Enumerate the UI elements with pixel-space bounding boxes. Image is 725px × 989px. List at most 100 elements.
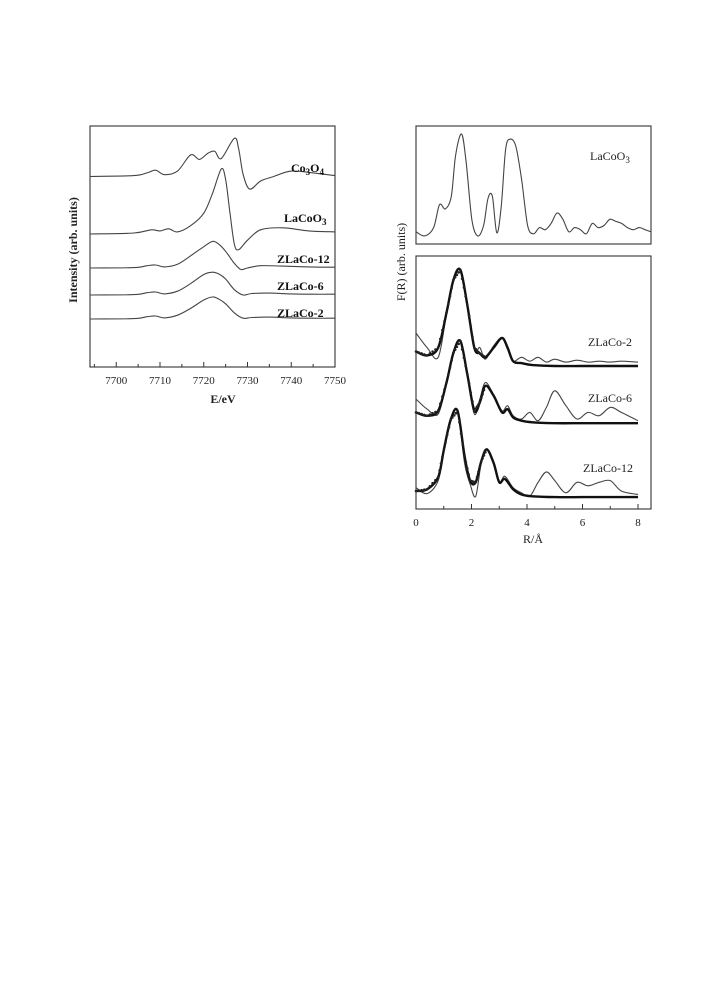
ft-fit-point [417, 489, 421, 492]
ft-fit-point [414, 350, 418, 353]
ft-fit-point [460, 348, 464, 351]
ft-fit-point [451, 416, 454, 419]
ft-fit-point [414, 411, 418, 414]
ft-fit-point [471, 400, 474, 403]
ft-fit-point [441, 395, 444, 398]
ft-fit-point [443, 320, 446, 323]
ft-fit-point [460, 277, 464, 281]
ft-fit-point [431, 481, 434, 485]
xanes-tick-label: 7730 [237, 375, 260, 387]
xanes-panel: 7700 7710 7720 7730 7740 7750 Co3O4LaCoO3ZLaC… [66, 125, 347, 406]
ft-fit-point [459, 339, 462, 343]
ft-label-ZLaCo-6: ZLaCo-6 [588, 391, 632, 405]
xanes-x-axis-label: E/eV [210, 392, 236, 406]
ft-fit-point [442, 448, 446, 452]
ft-tick-label: 2 [469, 517, 475, 529]
xanes-label-main: ZLaCo-12 [277, 252, 330, 266]
xanes-frame [89, 125, 336, 368]
ft-fit-point [478, 465, 482, 469]
ft-fit-point [463, 454, 466, 458]
xanes-label-sub: 3 [306, 167, 311, 177]
ft-fit-point [448, 366, 452, 369]
ft-fit-point [420, 412, 423, 416]
ft-fit-point [478, 401, 482, 404]
ft-fit-point [469, 325, 473, 328]
ft-fit-point [462, 286, 466, 289]
ft-fit-point [452, 351, 455, 354]
ft-fit-point [484, 451, 487, 454]
ft-fit-point [448, 294, 452, 298]
ft-fit-point [445, 433, 449, 437]
ft-fit-series-ZLaCo-6 [415, 338, 638, 425]
ft-fit-point [457, 271, 461, 274]
xanes-label-ZLaCo-6: ZLaCo-6 [277, 279, 324, 293]
ft-fit-point [467, 314, 471, 317]
ft-fit-point [447, 303, 450, 306]
ft-fit-point [455, 273, 459, 277]
ft-fit-point [481, 392, 484, 396]
ft-fit-point [466, 303, 469, 307]
ft-fit-point [475, 475, 479, 479]
ft-fit-point [436, 409, 440, 413]
xanes-series-Co3O4 [89, 137, 336, 190]
ft-fit-point [464, 294, 467, 298]
xanes-label-main: Co [291, 161, 306, 175]
ft-fit-series-ZLaCo-2 [415, 267, 638, 368]
ft-fit-point [439, 337, 442, 341]
ft-fit-point [467, 382, 471, 385]
ft-fit-point [423, 353, 426, 356]
ft-fit-point [420, 352, 423, 355]
ft-fit-point [475, 405, 479, 408]
ft-top-label-main: LaCoO [590, 149, 626, 163]
xanes-y-axis-label: Intensity (arb. units) [66, 197, 80, 303]
ft-fit-point [423, 413, 426, 417]
ft-fit-point [445, 311, 448, 315]
xanes-label-Co3O4: Co3O4 [291, 161, 325, 177]
ft-fit-point [428, 413, 432, 416]
ft-fit-point [431, 411, 434, 415]
ft-fit-point [474, 481, 478, 484]
xanes-tick-label: 7700 [105, 375, 128, 387]
ft-fit-point [453, 348, 457, 352]
ft-tick-label: 8 [635, 517, 641, 529]
ft-top-frame [415, 125, 652, 245]
xanes-label-main: LaCoO [284, 211, 322, 225]
ft-label-ZLaCo-12: ZLaCo-12 [583, 461, 633, 475]
xanes-label-main: ZLaCo-2 [277, 306, 324, 320]
ft-fit-point [425, 414, 429, 418]
xanes-label-mid: O [310, 161, 319, 175]
ft-fit-point [461, 443, 465, 447]
ft-fit-point [473, 409, 476, 413]
ft-fit-point [417, 411, 421, 415]
ft-top-series-LaCoO3 [415, 133, 652, 237]
ft-fit-point [447, 373, 450, 377]
ft-fit-point [414, 489, 418, 493]
xanes-label-sub: 3 [322, 217, 327, 227]
xanes-series-ZLaCo-2 [89, 296, 336, 320]
ft-fit-point [423, 488, 426, 492]
ft-fit-point [425, 354, 429, 357]
ft-fit-point [450, 286, 454, 290]
ft-y-axis-label: F(R) (arb. units) [394, 223, 408, 301]
ft-fit-point [453, 276, 457, 279]
ft-fit-point [445, 381, 448, 384]
ft-fit-point [459, 268, 462, 272]
ft-fit-point [467, 473, 471, 476]
ft-fit-series-ZLaCo-12 [415, 407, 638, 499]
ft-fit-point [469, 391, 473, 394]
ft-fit-point [436, 346, 440, 349]
xanes-series-ZLaCo-12 [89, 240, 336, 271]
ft-fit-point [464, 461, 468, 464]
ft-label-ZLaCo-2: ZLaCo-2 [588, 335, 632, 349]
ft-fit-point [477, 470, 480, 474]
ft-fit-point [417, 351, 421, 354]
ft-x-axis-label: R/Å [523, 532, 543, 546]
ft-fit-point [444, 441, 447, 444]
ft-fit-point [474, 407, 478, 410]
ft-tick-label: 4 [524, 517, 530, 529]
ft-fit-point [420, 488, 423, 492]
ft-bottom-x-ticks: 0 2 4 6 8 [413, 504, 641, 529]
ft-fit-point [431, 350, 434, 353]
